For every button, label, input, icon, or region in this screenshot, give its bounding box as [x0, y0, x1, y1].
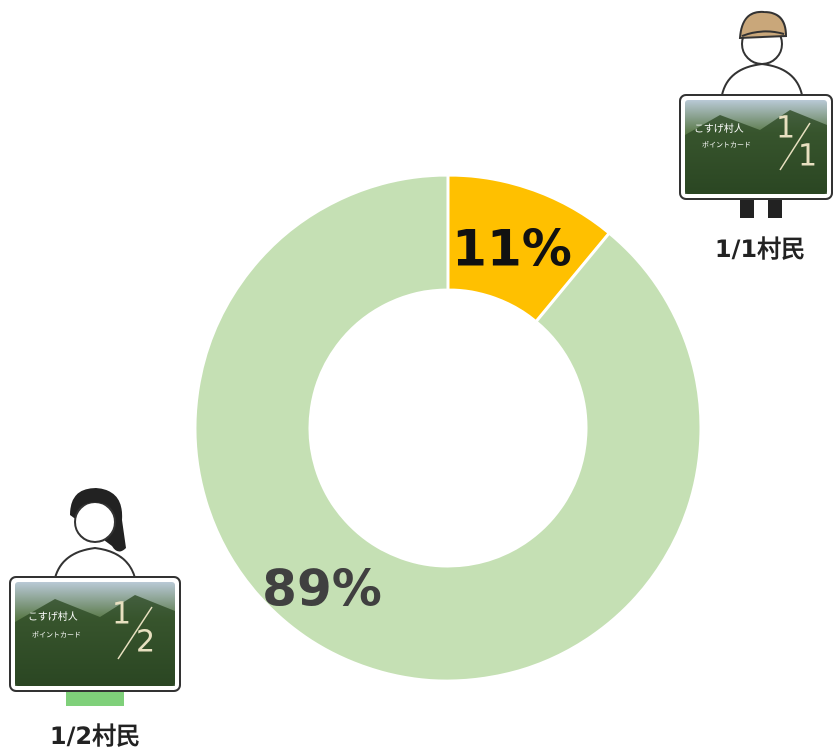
- donut-segment: [193, 173, 703, 683]
- card: こすげ村人 ポイントカード 1 2: [9, 576, 181, 692]
- card-subtitle: ポイントカード: [702, 141, 751, 149]
- woman-figure: [53, 488, 137, 706]
- card-title: こすげ村人: [694, 122, 744, 135]
- card-denominator: 2: [136, 625, 155, 660]
- card: こすげ村人 ポイントカード 1 1: [679, 94, 833, 200]
- category-label: 1/1村民: [715, 235, 805, 263]
- category-label: 1/2村民: [50, 722, 140, 750]
- man-figure: [720, 10, 804, 218]
- donut: 11% 89%: [193, 173, 703, 683]
- card-numerator: 1: [112, 597, 131, 632]
- card-title: こすげ村人: [28, 610, 78, 623]
- card-numerator: 1: [776, 111, 795, 146]
- card-subtitle: ポイントカード: [32, 631, 81, 639]
- card-denominator: 1: [798, 139, 817, 174]
- value-label: 11%: [452, 220, 572, 278]
- value-label: 89%: [262, 560, 382, 618]
